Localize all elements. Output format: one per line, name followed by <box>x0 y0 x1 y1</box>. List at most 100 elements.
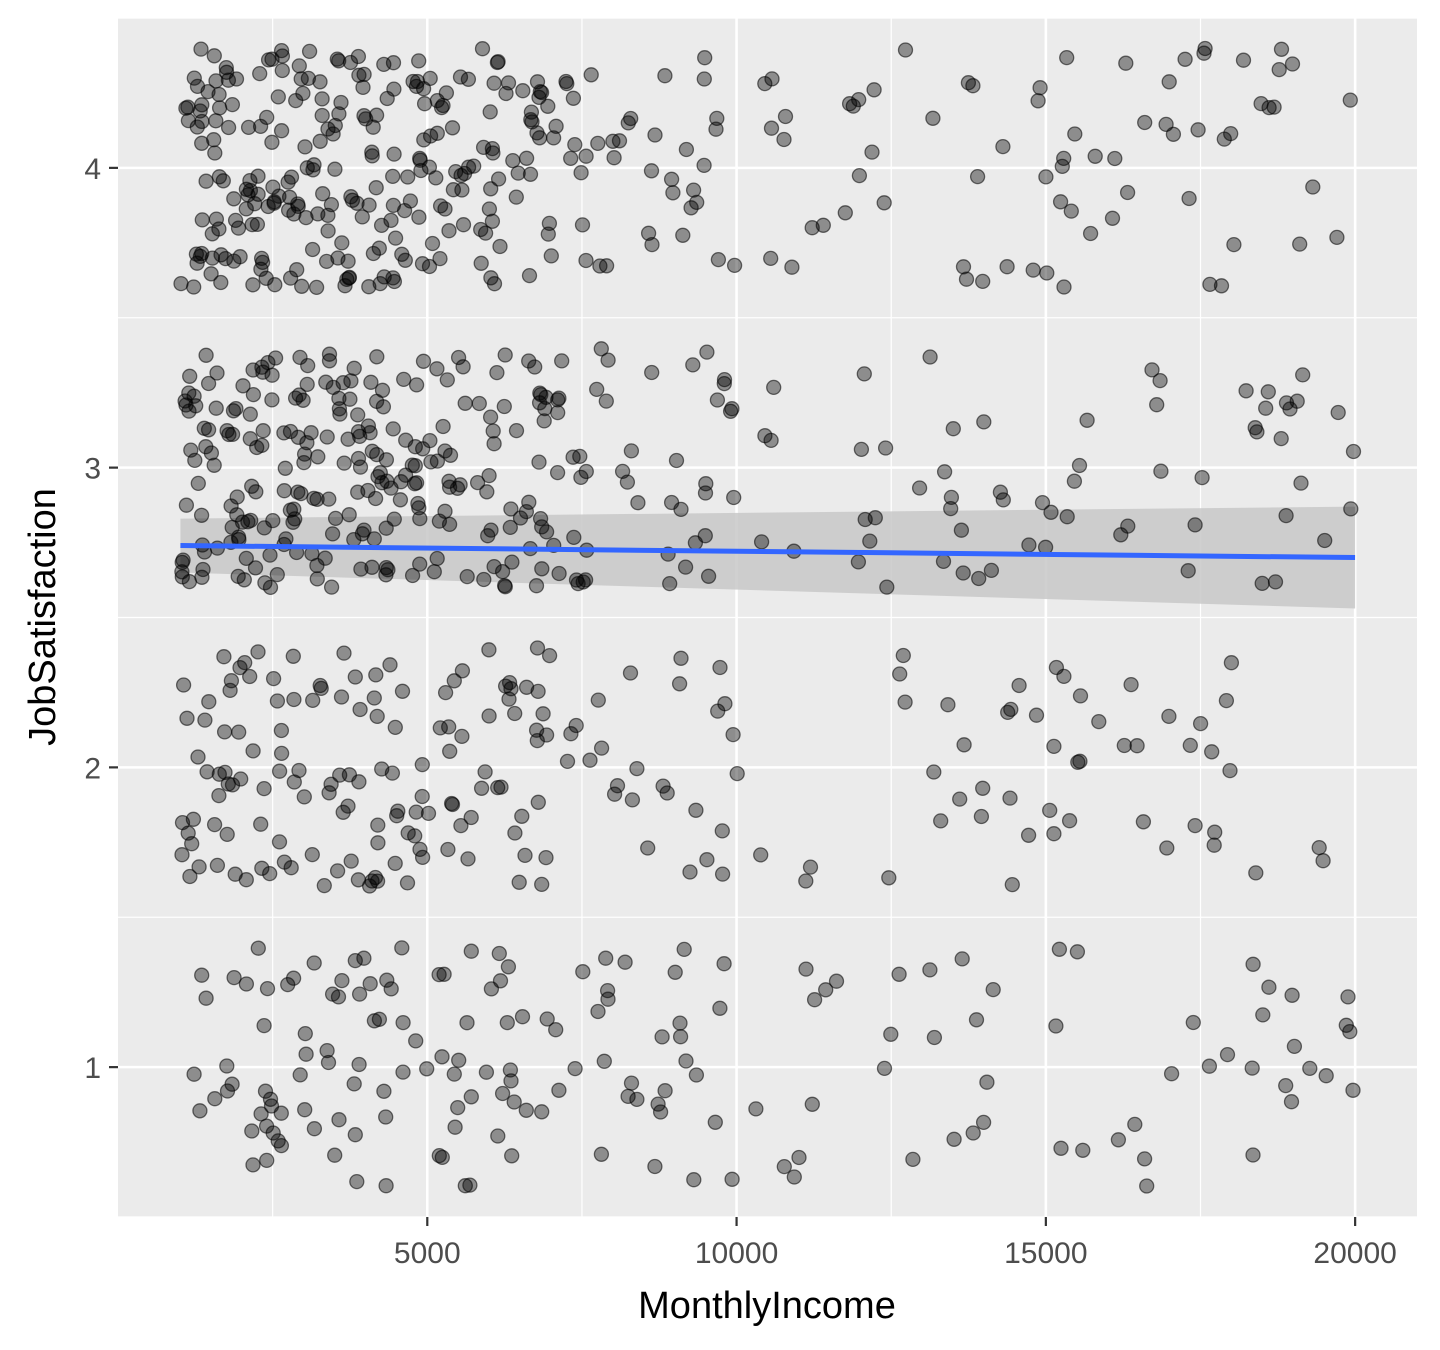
data-point-136 <box>786 1169 802 1185</box>
data-point-117 <box>647 1158 663 1175</box>
data-point-877 <box>371 240 387 256</box>
data-point-154 <box>1127 1116 1143 1133</box>
data-point-603 <box>521 353 537 369</box>
data-point-27 <box>219 1083 236 1099</box>
data-point-380 <box>235 378 251 394</box>
data-point-398 <box>193 507 210 523</box>
data-point-712 <box>1187 517 1203 533</box>
data-point-365 <box>1129 738 1145 754</box>
data-point-710 <box>1330 404 1346 421</box>
data-point-959 <box>445 182 462 198</box>
data-point-529 <box>386 511 402 527</box>
data-point-561 <box>489 364 505 381</box>
data-point-92 <box>596 1053 612 1069</box>
data-point-357 <box>1161 708 1177 725</box>
data-point-58 <box>383 981 399 997</box>
data-point-129 <box>985 981 1001 998</box>
data-point-568 <box>437 503 453 519</box>
data-point-594 <box>518 503 535 520</box>
data-point-961 <box>422 128 439 144</box>
data-point-165 <box>1244 1060 1260 1076</box>
data-point-132 <box>804 1096 820 1112</box>
data-point-906 <box>489 54 506 71</box>
data-point-992 <box>647 127 663 143</box>
data-point-166 <box>1318 1068 1334 1084</box>
data-point-18 <box>292 1067 308 1083</box>
data-point-83 <box>506 1094 522 1110</box>
data-point-417 <box>278 531 294 547</box>
data-point-702 <box>1293 475 1309 491</box>
data-point-668 <box>922 349 938 365</box>
data-point-847 <box>327 161 343 177</box>
data-point-98 <box>629 1091 645 1108</box>
data-point-694 <box>1079 412 1095 428</box>
data-point-586 <box>486 436 502 452</box>
data-point-614 <box>531 395 548 411</box>
data-point-875 <box>341 270 357 286</box>
data-point-332 <box>895 647 911 664</box>
data-point-601 <box>534 519 550 535</box>
data-point-811 <box>180 112 197 129</box>
data-point-888 <box>305 162 321 178</box>
data-point-79 <box>494 1085 511 1102</box>
data-point-108 <box>724 1171 740 1187</box>
y-tick-label-3: 4 <box>84 153 101 186</box>
data-point-339 <box>956 737 972 753</box>
data-point-443 <box>206 457 222 473</box>
data-point-290 <box>481 708 497 724</box>
data-point-946 <box>483 181 499 197</box>
data-point-884 <box>364 148 380 164</box>
data-point-1016 <box>876 195 892 211</box>
data-point-552 <box>350 424 367 440</box>
data-point-254 <box>368 667 384 683</box>
data-point-436 <box>175 552 191 568</box>
data-point-274 <box>454 663 471 679</box>
data-point-347 <box>892 666 908 682</box>
data-point-17 <box>219 1058 235 1074</box>
data-point-460 <box>282 502 299 518</box>
data-point-638 <box>614 463 631 480</box>
data-point-66 <box>504 1148 520 1164</box>
data-point-472 <box>367 490 384 507</box>
data-point-985 <box>620 115 636 131</box>
data-point-880 <box>356 66 372 83</box>
data-point-958 <box>455 217 472 233</box>
data-point-2 <box>256 1017 272 1034</box>
data-point-647 <box>644 364 660 381</box>
data-point-4 <box>259 980 276 997</box>
data-point-189 <box>174 847 190 863</box>
data-point-792 <box>267 277 283 293</box>
data-point-461 <box>229 489 245 505</box>
data-point-650 <box>716 375 732 392</box>
data-point-203 <box>216 649 232 665</box>
data-point-445 <box>200 375 217 392</box>
data-point-1069 <box>1213 278 1230 294</box>
data-point-260 <box>370 835 386 851</box>
data-point-546 <box>332 406 348 422</box>
data-point-384 <box>242 406 258 422</box>
data-point-554 <box>341 507 357 523</box>
data-point-277 <box>529 640 546 656</box>
data-point-106 <box>551 1082 567 1098</box>
data-point-369 <box>1070 754 1086 770</box>
data-point-993 <box>611 133 628 149</box>
data-point-291 <box>420 805 437 822</box>
trend-line <box>180 543 1356 561</box>
data-point-691 <box>1258 400 1274 416</box>
data-point-534 <box>354 526 371 542</box>
data-point-482 <box>346 360 362 376</box>
data-point-511 <box>299 376 315 393</box>
data-point-123 <box>791 1149 807 1166</box>
data-point-716 <box>1260 384 1276 400</box>
data-point-456 <box>243 512 259 529</box>
data-point-721 <box>1249 424 1265 440</box>
data-point-217 <box>220 776 236 792</box>
data-point-110 <box>575 964 591 980</box>
data-point-233 <box>387 719 403 736</box>
data-point-427 <box>257 575 273 591</box>
data-point-689 <box>877 440 894 456</box>
data-point-234 <box>382 657 398 673</box>
data-point-113 <box>688 1067 705 1083</box>
data-point-1076 <box>1039 265 1055 281</box>
data-point-962 <box>531 130 548 146</box>
